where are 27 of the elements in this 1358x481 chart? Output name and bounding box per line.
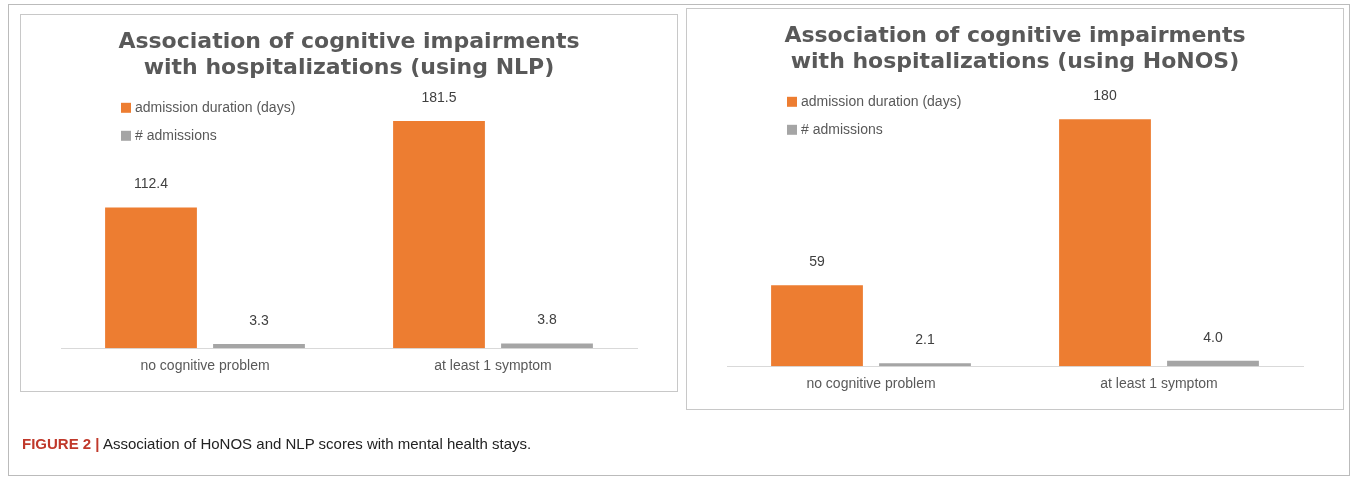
data-label: 3.8: [537, 311, 557, 328]
bar: [213, 344, 305, 349]
data-label: 180: [1093, 87, 1117, 104]
x-tick-label: no cognitive problem: [140, 357, 270, 374]
bar: [1059, 119, 1151, 367]
bar: [501, 343, 593, 349]
chart-title: Association of cognitive impairments with hospitalizations (using NLP): [118, 27, 580, 80]
legend-label: admission duration (days): [801, 92, 962, 109]
x-tick-label: no cognitive problem: [806, 375, 936, 392]
x-tick-label: at least 1 symptom: [434, 357, 552, 374]
legend-label: # admissions: [135, 126, 217, 143]
data-label: 4.0: [1203, 328, 1223, 345]
data-label: 59: [809, 253, 825, 270]
bar: [1167, 360, 1259, 367]
bar: [879, 363, 971, 367]
bar: [771, 285, 863, 367]
data-label: 3.3: [249, 311, 269, 328]
data-label: 2.1: [915, 331, 935, 348]
chart-title: Association of cognitive impairments with hospitalizations (using HoNOS): [784, 21, 1246, 74]
x-tick-label: at least 1 symptom: [1100, 375, 1218, 392]
data-label: 112.4: [134, 175, 169, 192]
caption: FIGURE 2 | Association of HoNOS and NLP scores with mental health stays.: [22, 435, 532, 452]
bar: [105, 207, 197, 349]
bar: [393, 120, 485, 349]
data-label: 181.5: [421, 88, 457, 105]
legend-label: admission duration (days): [135, 98, 296, 115]
legend-label: # admissions: [801, 120, 883, 137]
